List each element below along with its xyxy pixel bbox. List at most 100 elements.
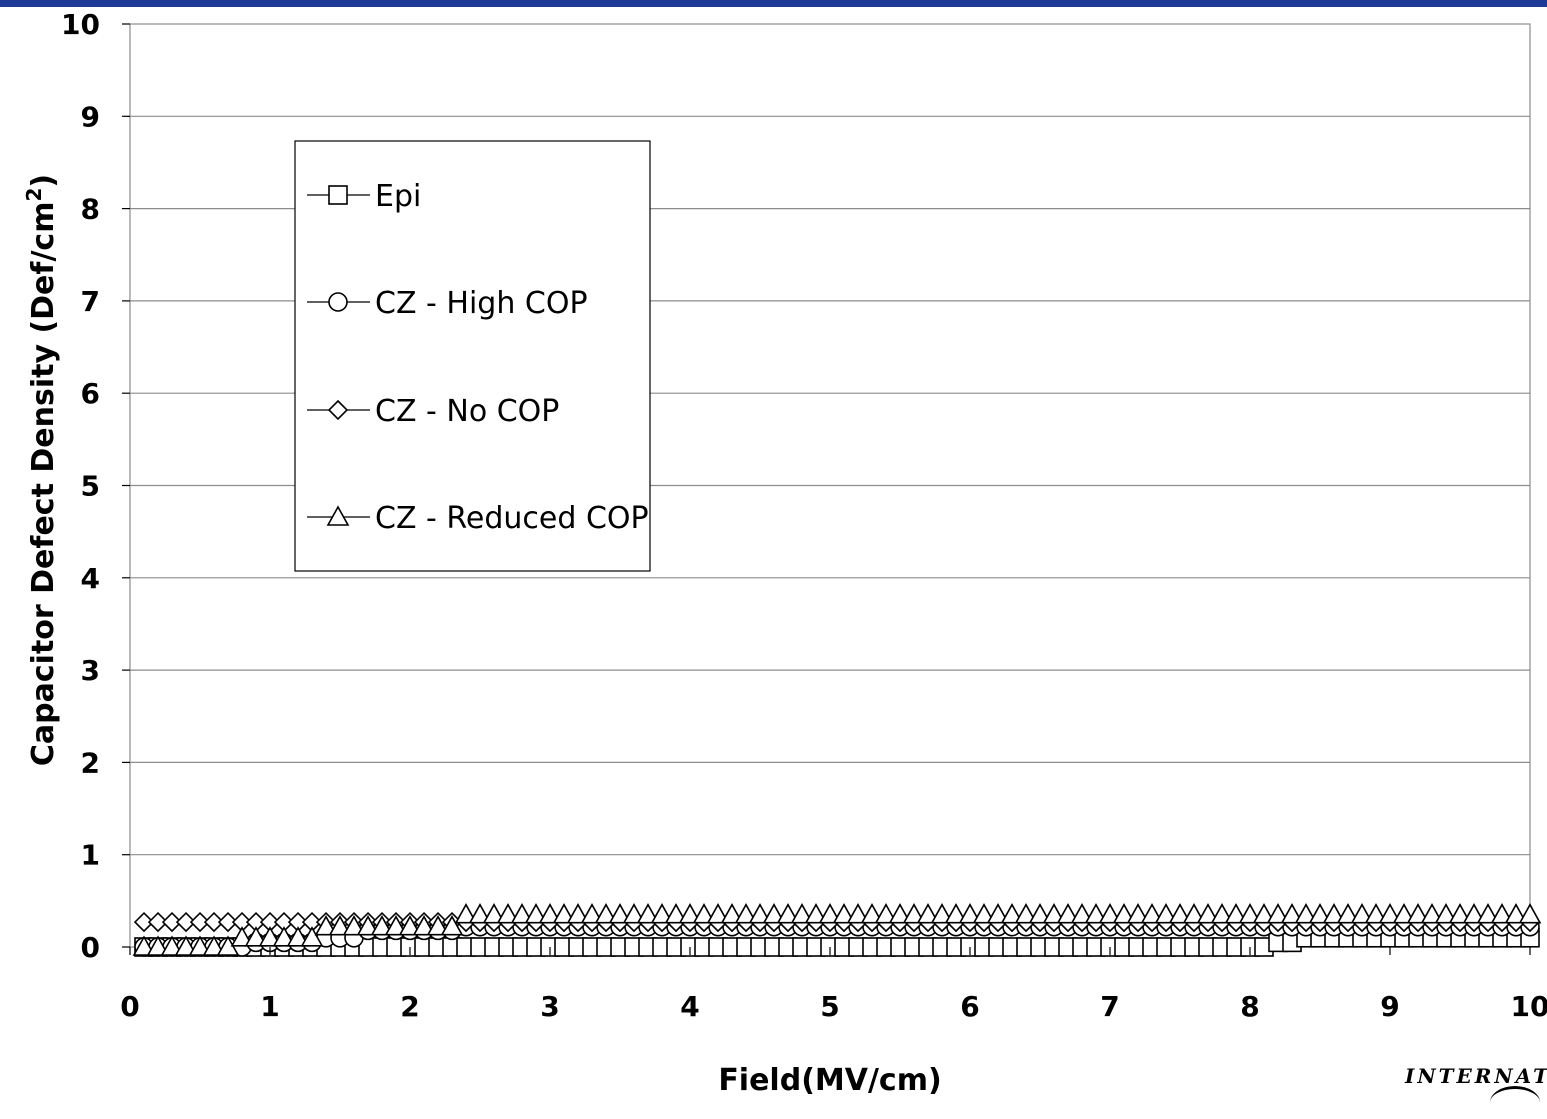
data-point-triangle	[1462, 903, 1486, 924]
x-tick-label: 4	[680, 990, 699, 1023]
data-point-triangle	[1420, 903, 1444, 924]
data-point-triangle	[1406, 903, 1430, 924]
data-point-triangle	[384, 915, 408, 936]
y-axis-title-main: Capacitor Defect Density (Def/cm	[26, 202, 61, 767]
y-axis-title-superscript: 2	[22, 188, 46, 202]
y-tick-label: 9	[81, 100, 100, 133]
data-point-triangle	[286, 926, 310, 947]
data-point-triangle	[1238, 903, 1262, 924]
data-point-triangle	[538, 903, 562, 924]
data-point-triangle	[818, 903, 842, 924]
data-point-triangle	[860, 903, 884, 924]
data-point-triangle	[1350, 903, 1374, 924]
x-tick-label: 6	[960, 990, 979, 1023]
x-tick-label: 10	[1511, 990, 1547, 1023]
y-tick-label: 6	[81, 377, 100, 410]
data-point-diamond	[175, 911, 197, 933]
data-point-triangle	[972, 903, 996, 924]
x-axis-title: Field(MV/cm)	[718, 1063, 941, 1094]
data-point-triangle	[468, 903, 492, 924]
x-tick-label: 5	[820, 990, 839, 1023]
data-point-triangle	[132, 935, 156, 956]
data-point-triangle	[748, 903, 772, 924]
data-point-triangle	[608, 903, 632, 924]
data-point-triangle	[1434, 903, 1458, 924]
data-point-triangle	[1280, 903, 1304, 924]
data-point-triangle	[356, 915, 380, 936]
data-point-triangle	[636, 903, 660, 924]
legend-label: Epi	[375, 179, 421, 214]
y-tick-label: 10	[61, 8, 100, 41]
data-point-triangle	[510, 903, 534, 924]
data-point-triangle	[594, 903, 618, 924]
legend-entry: CZ - No COP	[307, 394, 559, 429]
data-point-triangle	[1126, 903, 1150, 924]
data-point-triangle	[1252, 903, 1276, 924]
legend-label: CZ - No COP	[375, 394, 559, 429]
data-point-triangle	[1336, 903, 1360, 924]
data-point-triangle	[664, 903, 688, 924]
y-tick-label: 3	[81, 654, 100, 687]
data-point-triangle	[1056, 903, 1080, 924]
company-logo-text: INTERNAT	[1405, 1064, 1547, 1088]
data-point-triangle	[1476, 903, 1500, 924]
data-point-triangle	[832, 903, 856, 924]
data-point-triangle	[1224, 903, 1248, 924]
data-point-triangle	[1168, 903, 1192, 924]
data-point-triangle	[720, 903, 744, 924]
data-point-triangle	[440, 915, 464, 936]
data-point-triangle	[692, 903, 716, 924]
data-point-triangle	[496, 903, 520, 924]
data-point-triangle	[258, 926, 282, 947]
data-point-triangle	[1490, 903, 1514, 924]
data-point-triangle	[524, 903, 548, 924]
y-tick-label: 7	[81, 285, 100, 318]
x-tick-label: 7	[1100, 990, 1119, 1023]
data-point-triangle	[874, 903, 898, 924]
data-point-triangle	[1014, 903, 1038, 924]
data-point-triangle	[1266, 903, 1290, 924]
data-point-triangle	[1504, 903, 1528, 924]
data-point-triangle	[1196, 903, 1220, 924]
data-point-triangle	[342, 915, 366, 936]
data-point-triangle	[1112, 903, 1136, 924]
legend-marker-circle	[328, 292, 348, 312]
data-point-triangle	[1392, 903, 1416, 924]
data-point-diamond	[203, 911, 225, 933]
data-point-triangle	[202, 935, 226, 956]
x-tick-label: 9	[1380, 990, 1399, 1023]
legend-marker-diamond	[327, 399, 349, 421]
data-point-triangle	[734, 903, 758, 924]
data-point-triangle	[244, 926, 268, 947]
data-point-diamond	[217, 911, 239, 933]
data-point-triangle	[1182, 903, 1206, 924]
data-point-triangle	[230, 926, 254, 947]
data-point-triangle	[790, 903, 814, 924]
series-triangle	[132, 903, 1542, 956]
y-tick-label: 1	[81, 839, 100, 872]
data-point-triangle	[888, 903, 912, 924]
data-point-triangle	[776, 903, 800, 924]
data-point-triangle	[314, 915, 338, 936]
data-point-triangle	[398, 915, 422, 936]
data-point-triangle	[1210, 903, 1234, 924]
data-point-triangle	[986, 903, 1010, 924]
data-marks	[132, 903, 1542, 957]
data-point-triangle	[1378, 903, 1402, 924]
data-point-triangle	[272, 926, 296, 947]
data-point-triangle	[1084, 903, 1108, 924]
data-point-diamond	[161, 911, 183, 933]
legend-label: CZ - Reduced COP	[375, 501, 649, 536]
data-point-triangle	[902, 903, 926, 924]
data-point-triangle	[1028, 903, 1052, 924]
x-tick-label: 8	[1240, 990, 1259, 1023]
y-tick-label: 2	[81, 746, 100, 779]
y-axis-title-group: Capacitor Defect Density (Def/cm2)	[22, 174, 61, 766]
legend-label: CZ - High COP	[375, 286, 588, 321]
y-tick-label: 4	[81, 562, 100, 595]
data-point-diamond	[147, 911, 169, 933]
y-tick-label: 5	[81, 470, 100, 503]
y-axis-title-close: )	[26, 174, 61, 188]
data-point-triangle	[300, 926, 324, 947]
data-point-triangle	[426, 915, 450, 936]
